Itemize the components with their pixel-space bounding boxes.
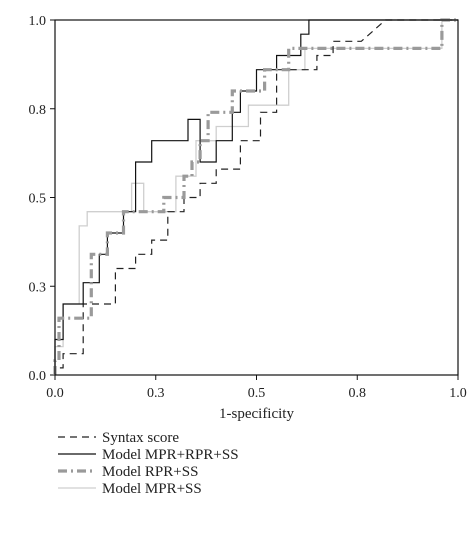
series-layer <box>53 18 458 375</box>
x-axis-ticks: 0.0 0.3 0.5 0.8 1.0 <box>46 375 467 401</box>
series-line-2 <box>53 18 458 375</box>
series-line-1 <box>54 19 458 375</box>
series-line-3 <box>54 19 458 375</box>
y-tick-label: 0.3 <box>29 280 47 295</box>
legend-label-2: Model RPR+SS <box>102 464 198 480</box>
y-tick-label: 0.8 <box>29 103 47 118</box>
x-tick-label: 0.0 <box>46 386 64 401</box>
legend-label-1: Model MPR+RPR+SS <box>102 447 239 463</box>
series-line-0 <box>54 19 458 375</box>
y-axis-ticks: 0.0 0.3 0.5 0.8 1.0 <box>29 14 55 384</box>
plot-frame <box>54 19 459 376</box>
x-axis-title: 1-specificity <box>219 406 294 422</box>
legend-label-3: Model MPR+SS <box>102 481 202 497</box>
x-tick-label: 0.8 <box>349 386 367 401</box>
x-tick-label: 0.5 <box>248 386 266 401</box>
x-tick-label: 0.3 <box>147 386 165 401</box>
x-tick-label: 1.0 <box>449 386 467 401</box>
y-tick-label: 1.0 <box>29 14 47 29</box>
legend-label-0: Syntax score <box>102 430 179 446</box>
y-tick-label: 0.5 <box>29 192 47 207</box>
y-tick-label: 0.0 <box>29 369 47 384</box>
